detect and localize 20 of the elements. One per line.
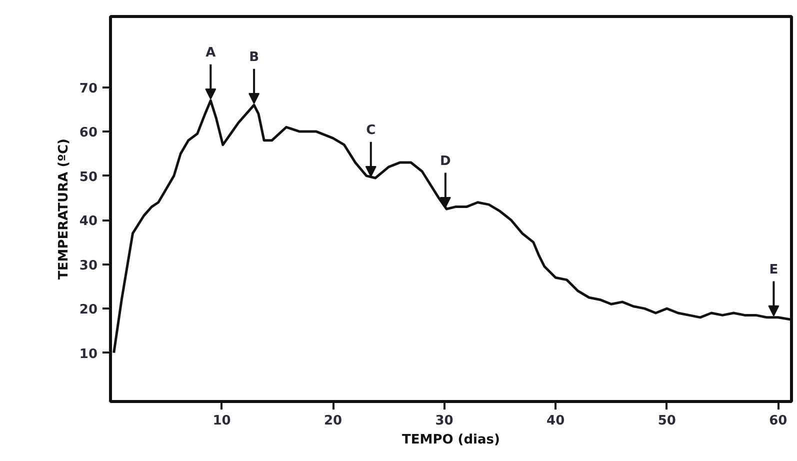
x-tick-label: 30	[435, 414, 454, 428]
x-tick-label: 60	[769, 414, 788, 428]
y-tick-label: 40	[79, 214, 98, 230]
y-tick-label: 70	[79, 81, 98, 96]
x-tick-label: 40	[546, 414, 565, 428]
annotation: E	[769, 262, 778, 278]
y-tick-label: 10	[79, 346, 98, 362]
y-tick-label: 20	[79, 302, 98, 318]
y-tick-label: 30	[79, 258, 98, 274]
y-axis-title: TEMPERATURA (ºC)	[56, 138, 72, 280]
annotation: B	[249, 50, 260, 65]
x-tick-label: 50	[658, 414, 676, 428]
x-tick-label: 10	[212, 414, 231, 428]
annotation: C	[366, 122, 376, 138]
y-tick-label: 50	[79, 170, 98, 185]
x-tick-label: 20	[324, 414, 342, 428]
annotation: D	[440, 154, 452, 169]
x-axis-title: TEMPO (dias)	[402, 432, 500, 448]
annotation: A	[206, 46, 216, 61]
y-tick-label: 60	[79, 126, 98, 141]
